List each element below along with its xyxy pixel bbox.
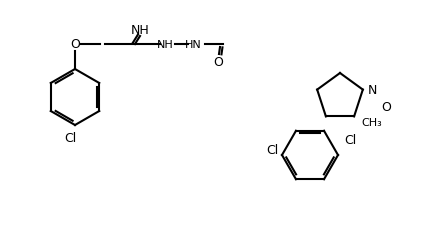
- Text: Cl: Cl: [344, 134, 356, 147]
- Text: Cl: Cl: [266, 144, 278, 157]
- Text: N: N: [367, 83, 377, 96]
- Text: CH₃: CH₃: [362, 117, 382, 127]
- Text: Cl: Cl: [64, 131, 76, 144]
- Text: O: O: [213, 56, 223, 69]
- Text: NH: NH: [130, 23, 149, 36]
- Text: HN: HN: [184, 40, 201, 50]
- Text: O: O: [381, 101, 391, 114]
- Text: NH: NH: [157, 40, 173, 50]
- Text: O: O: [70, 38, 80, 51]
